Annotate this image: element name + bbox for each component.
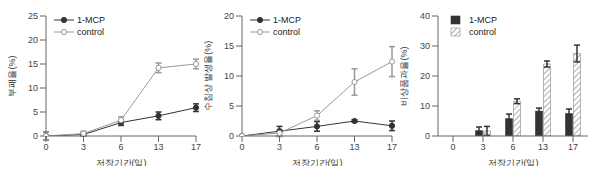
svg-text:17: 17 — [191, 142, 201, 152]
html-text:1-MCP: 1-MCP — [469, 15, 497, 25]
html-text:control: control — [469, 27, 496, 37]
svg-text:6: 6 — [510, 142, 515, 152]
svg-text:13: 13 — [349, 142, 359, 152]
html-text:1-MCP: 1-MCP — [273, 15, 301, 25]
svg-text:15: 15 — [28, 59, 38, 69]
svg-text:40: 40 — [420, 11, 430, 21]
svg-text:0: 0 — [229, 131, 234, 141]
svg-text:10: 10 — [28, 83, 38, 93]
svg-text:10: 10 — [224, 71, 234, 81]
svg-text:3: 3 — [277, 142, 282, 152]
svg-text:0: 0 — [425, 131, 430, 141]
svg-text:부패율(%): 부패율(%) — [8, 56, 17, 97]
svg-text:0: 0 — [43, 142, 48, 152]
svg-text:20: 20 — [420, 71, 430, 81]
html-text:control: control — [77, 27, 104, 37]
svg-text:5: 5 — [229, 101, 234, 111]
svg-text:20: 20 — [224, 11, 234, 21]
svg-text:17: 17 — [387, 142, 397, 152]
svg-text:비상품과율(%): 비상품과율(%) — [400, 47, 409, 106]
svg-text:0: 0 — [450, 142, 455, 152]
svg-text:저장기간(일): 저장기간(일) — [488, 158, 539, 166]
svg-text:0: 0 — [33, 131, 38, 141]
svg-text:25: 25 — [28, 11, 38, 21]
svg-text:13: 13 — [153, 142, 163, 152]
svg-text:15: 15 — [224, 41, 234, 51]
svg-text:3: 3 — [480, 142, 485, 152]
svg-text:5: 5 — [33, 107, 38, 117]
svg-text:0: 0 — [239, 142, 244, 152]
svg-text:수침상 발생율(%): 수침상 발생율(%) — [204, 41, 213, 112]
svg-text:20: 20 — [28, 35, 38, 45]
svg-text:30: 30 — [420, 41, 430, 51]
svg-text:13: 13 — [538, 142, 548, 152]
svg-text:저장기간(일): 저장기간(일) — [292, 158, 343, 166]
svg-text:6: 6 — [118, 142, 123, 152]
html-text:control: control — [273, 27, 300, 37]
svg-text:17: 17 — [568, 142, 578, 152]
svg-text:10: 10 — [420, 101, 430, 111]
html-text:1-MCP: 1-MCP — [77, 15, 105, 25]
svg-text:저장기간(일): 저장기간(일) — [96, 158, 147, 166]
svg-text:6: 6 — [314, 142, 319, 152]
svg-text:3: 3 — [81, 142, 86, 152]
